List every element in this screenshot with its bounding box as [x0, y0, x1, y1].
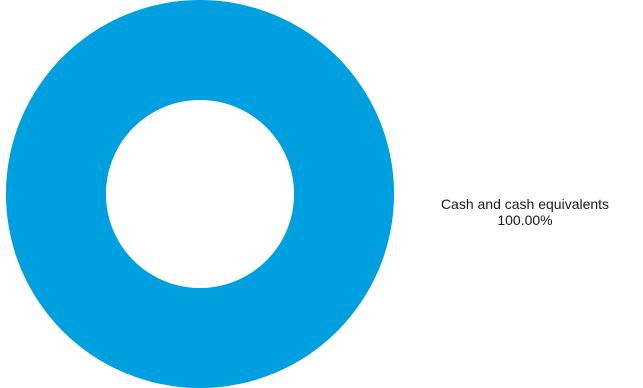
donut-slice-0	[6, 0, 394, 388]
slice-label-name: Cash and cash equivalents	[440, 196, 610, 212]
slice-label-value: 100.00%	[497, 212, 553, 228]
slice-label-cash: Cash and cash equivalents 100.00%	[420, 196, 630, 228]
donut-slices	[6, 0, 394, 388]
